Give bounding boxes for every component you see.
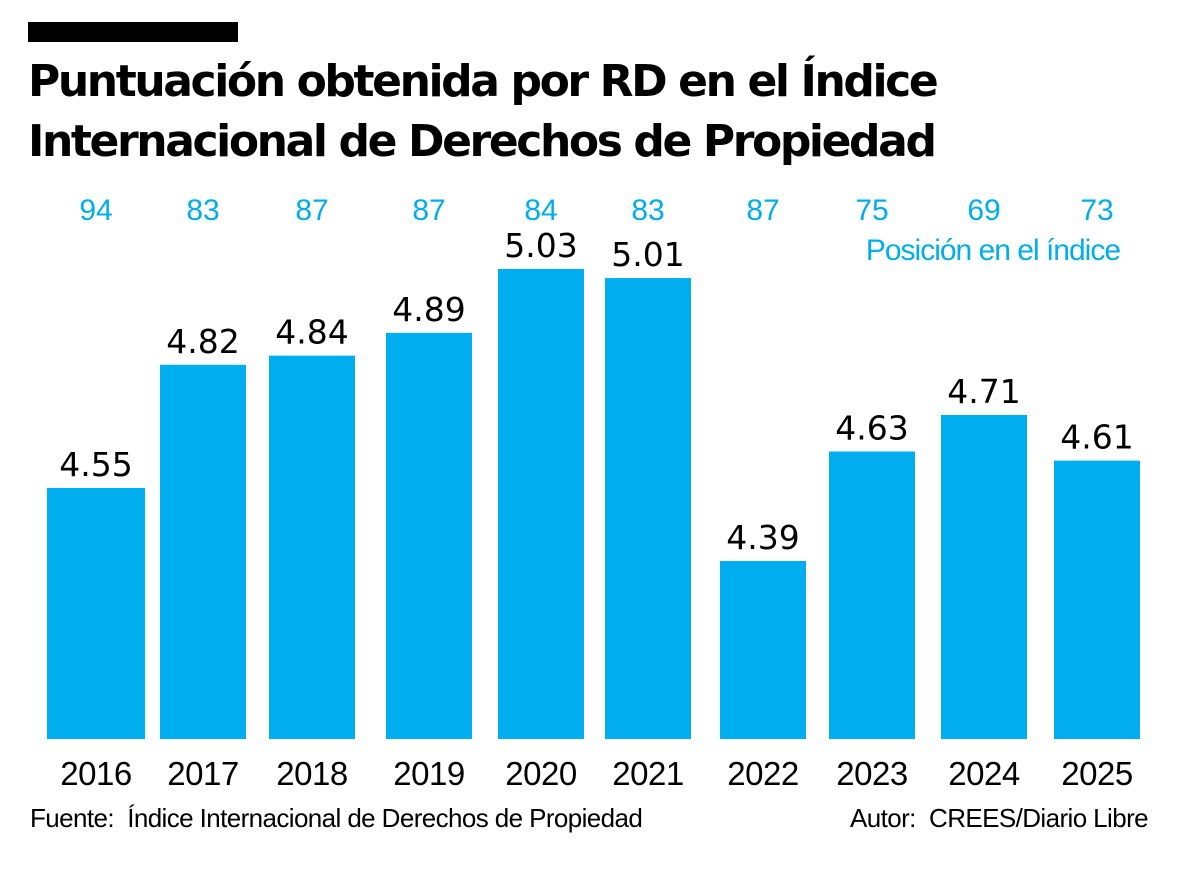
- bar-2021: [605, 278, 691, 739]
- author-note: Autor: CREES/Diario Libre: [850, 803, 1149, 833]
- x-tick-2018: 2018: [276, 755, 347, 792]
- x-tick-2020: 2020: [505, 755, 577, 792]
- bar-2025: [1054, 460, 1140, 739]
- value-label-2022: 4.39: [726, 518, 799, 557]
- source-note: Fuente: Índice Internacional de Derechos…: [30, 803, 643, 833]
- rank-label-2023: 75: [855, 194, 888, 227]
- value-label-2019: 4.89: [392, 290, 465, 329]
- chart-title: Puntuación obtenida por RD en el Índice …: [28, 52, 1188, 172]
- rank-series-label: Posición en el índice: [866, 234, 1120, 267]
- rank-label-2019: 87: [412, 194, 445, 227]
- bar-2019: [386, 332, 472, 739]
- rank-label-2021: 83: [631, 194, 664, 227]
- x-tick-2024: 2024: [948, 755, 1020, 792]
- chart-title-line-2: Internacional de Derechos de Propiedad: [28, 116, 937, 167]
- value-label-2023: 4.63: [835, 408, 908, 447]
- value-label-2024: 4.71: [947, 372, 1020, 411]
- bar-2016: [47, 488, 145, 739]
- value-labels-group: 4.55 4.82 4.84 4.89 5.03 5.01 4.39 4.63 4.71 4.61: [59, 226, 1133, 557]
- value-label-2016: 4.55: [59, 445, 132, 484]
- bar-2023: [829, 451, 915, 739]
- bar-2020: [498, 268, 584, 739]
- rank-label-2016: 94: [79, 194, 112, 227]
- x-tick-2023: 2023: [836, 755, 907, 792]
- value-label-2025: 4.61: [1060, 418, 1133, 457]
- value-label-2021: 5.01: [611, 235, 684, 274]
- x-tick-2017: 2017: [167, 755, 238, 792]
- bar-2018: [269, 355, 355, 739]
- value-label-2017: 4.82: [166, 322, 239, 361]
- x-tick-2016: 2016: [60, 755, 131, 792]
- x-tick-2021: 2021: [612, 755, 683, 792]
- rank-label-2020: 84: [524, 194, 557, 227]
- rank-label-2017: 83: [186, 194, 219, 227]
- x-tick-2019: 2019: [393, 755, 464, 792]
- rank-label-2022: 87: [746, 194, 779, 227]
- rank-label-2018: 87: [295, 194, 328, 227]
- x-tick-2022: 2022: [727, 755, 798, 792]
- bar-2017: [160, 364, 246, 739]
- header-accent-bar: [28, 22, 238, 42]
- x-axis-tick-labels: 2016 2017 2018 2019 2020 2021 2022 2023 2024 2025: [60, 755, 1133, 792]
- value-label-2020: 5.03: [504, 226, 577, 265]
- bar-2024: [941, 414, 1027, 739]
- rank-labels-group: 94 83 87 87 84 83 87 75 69 73: [79, 194, 1113, 227]
- bars-group: [47, 268, 1140, 739]
- chart-title-line-1: Puntuación obtenida por RD en el Índice: [28, 56, 939, 107]
- bar-2022: [720, 561, 806, 739]
- x-tick-2025: 2025: [1061, 755, 1132, 792]
- rank-label-2024: 69: [967, 194, 1000, 227]
- value-label-2018: 4.84: [275, 313, 348, 352]
- rank-label-2025: 73: [1080, 194, 1113, 227]
